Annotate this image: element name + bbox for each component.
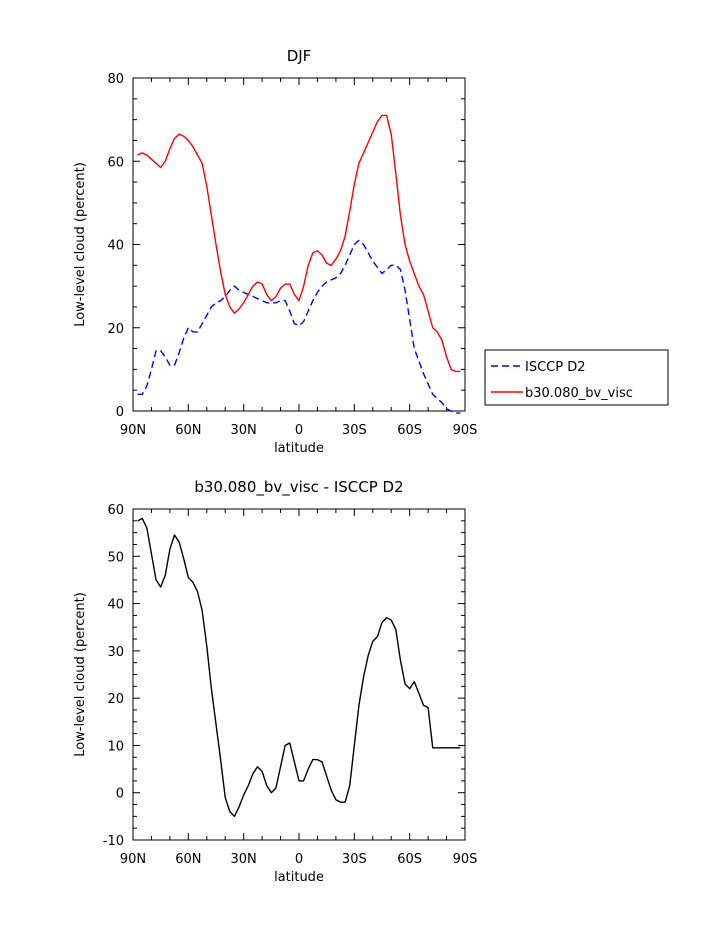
chart1-series-line-2 [137,114,461,373]
legend-entry-1: ISCCP D2 [525,360,586,375]
chart1-x-tick-label: 0 [295,423,303,438]
chart2-x-tick-label: 60S [397,852,422,867]
chart2-y-tick-label: 30 [107,645,124,660]
chart1-y-axis-label: Low-level cloud (percent) [73,162,88,327]
chart1-series-line-1 [137,239,461,414]
chart2-x-tick-label: 60N [175,852,201,867]
chart2-x-tick-label: 90S [453,852,478,867]
chart1-x-tick-label: 60S [397,423,422,438]
chart1-y-tick-label: 40 [107,239,124,254]
chart2-y-tick-label: 0 [116,787,124,802]
chart2-y-tick-label: 20 [107,692,124,707]
chart1-y-tick-label: 60 [107,155,124,170]
chart1-x-tick-label: 90S [453,423,478,438]
chart1-x-tick-label: 30S [342,423,367,438]
chart1-plot-frame [132,77,466,412]
legend-entry-2: b30.080_bv_visc [525,386,633,401]
chart1-x-tick-label: 60N [175,423,201,438]
chart2-y-tick-label: 40 [107,598,124,613]
chart1-x-axis-label: latitude [274,441,324,456]
chart1-x-tick-label: 30N [231,423,257,438]
chart2-title: b30.080_bv_visc - ISCCP D2 [194,478,403,497]
chart2-y-tick-label: 50 [107,550,124,565]
chart2-plot-frame [132,508,466,841]
chart1-y-tick-label: 20 [107,322,124,337]
chart2-x-tick-label: 30N [231,852,257,867]
chart2-y-tick-label: -10 [103,834,124,849]
chart2-y-tick-label: 10 [107,739,124,754]
chart2-x-tick-label: 30S [342,852,367,867]
legend-box [484,349,669,406]
chart2-x-axis-label: latitude [274,870,324,885]
chart2-series-line-1 [137,517,461,818]
chart1-x-tick-label: 90N [120,423,146,438]
chart1-title: DJF [287,47,312,65]
chart1-y-tick-label: 80 [107,72,124,87]
chart2-y-tick-label: 60 [107,503,124,518]
chart2-x-tick-label: 90N [120,852,146,867]
chart2-y-axis-label: Low-level cloud (percent) [73,592,88,757]
chart1-y-tick-label: 0 [116,405,124,420]
chart2-x-tick-label: 0 [295,852,303,867]
